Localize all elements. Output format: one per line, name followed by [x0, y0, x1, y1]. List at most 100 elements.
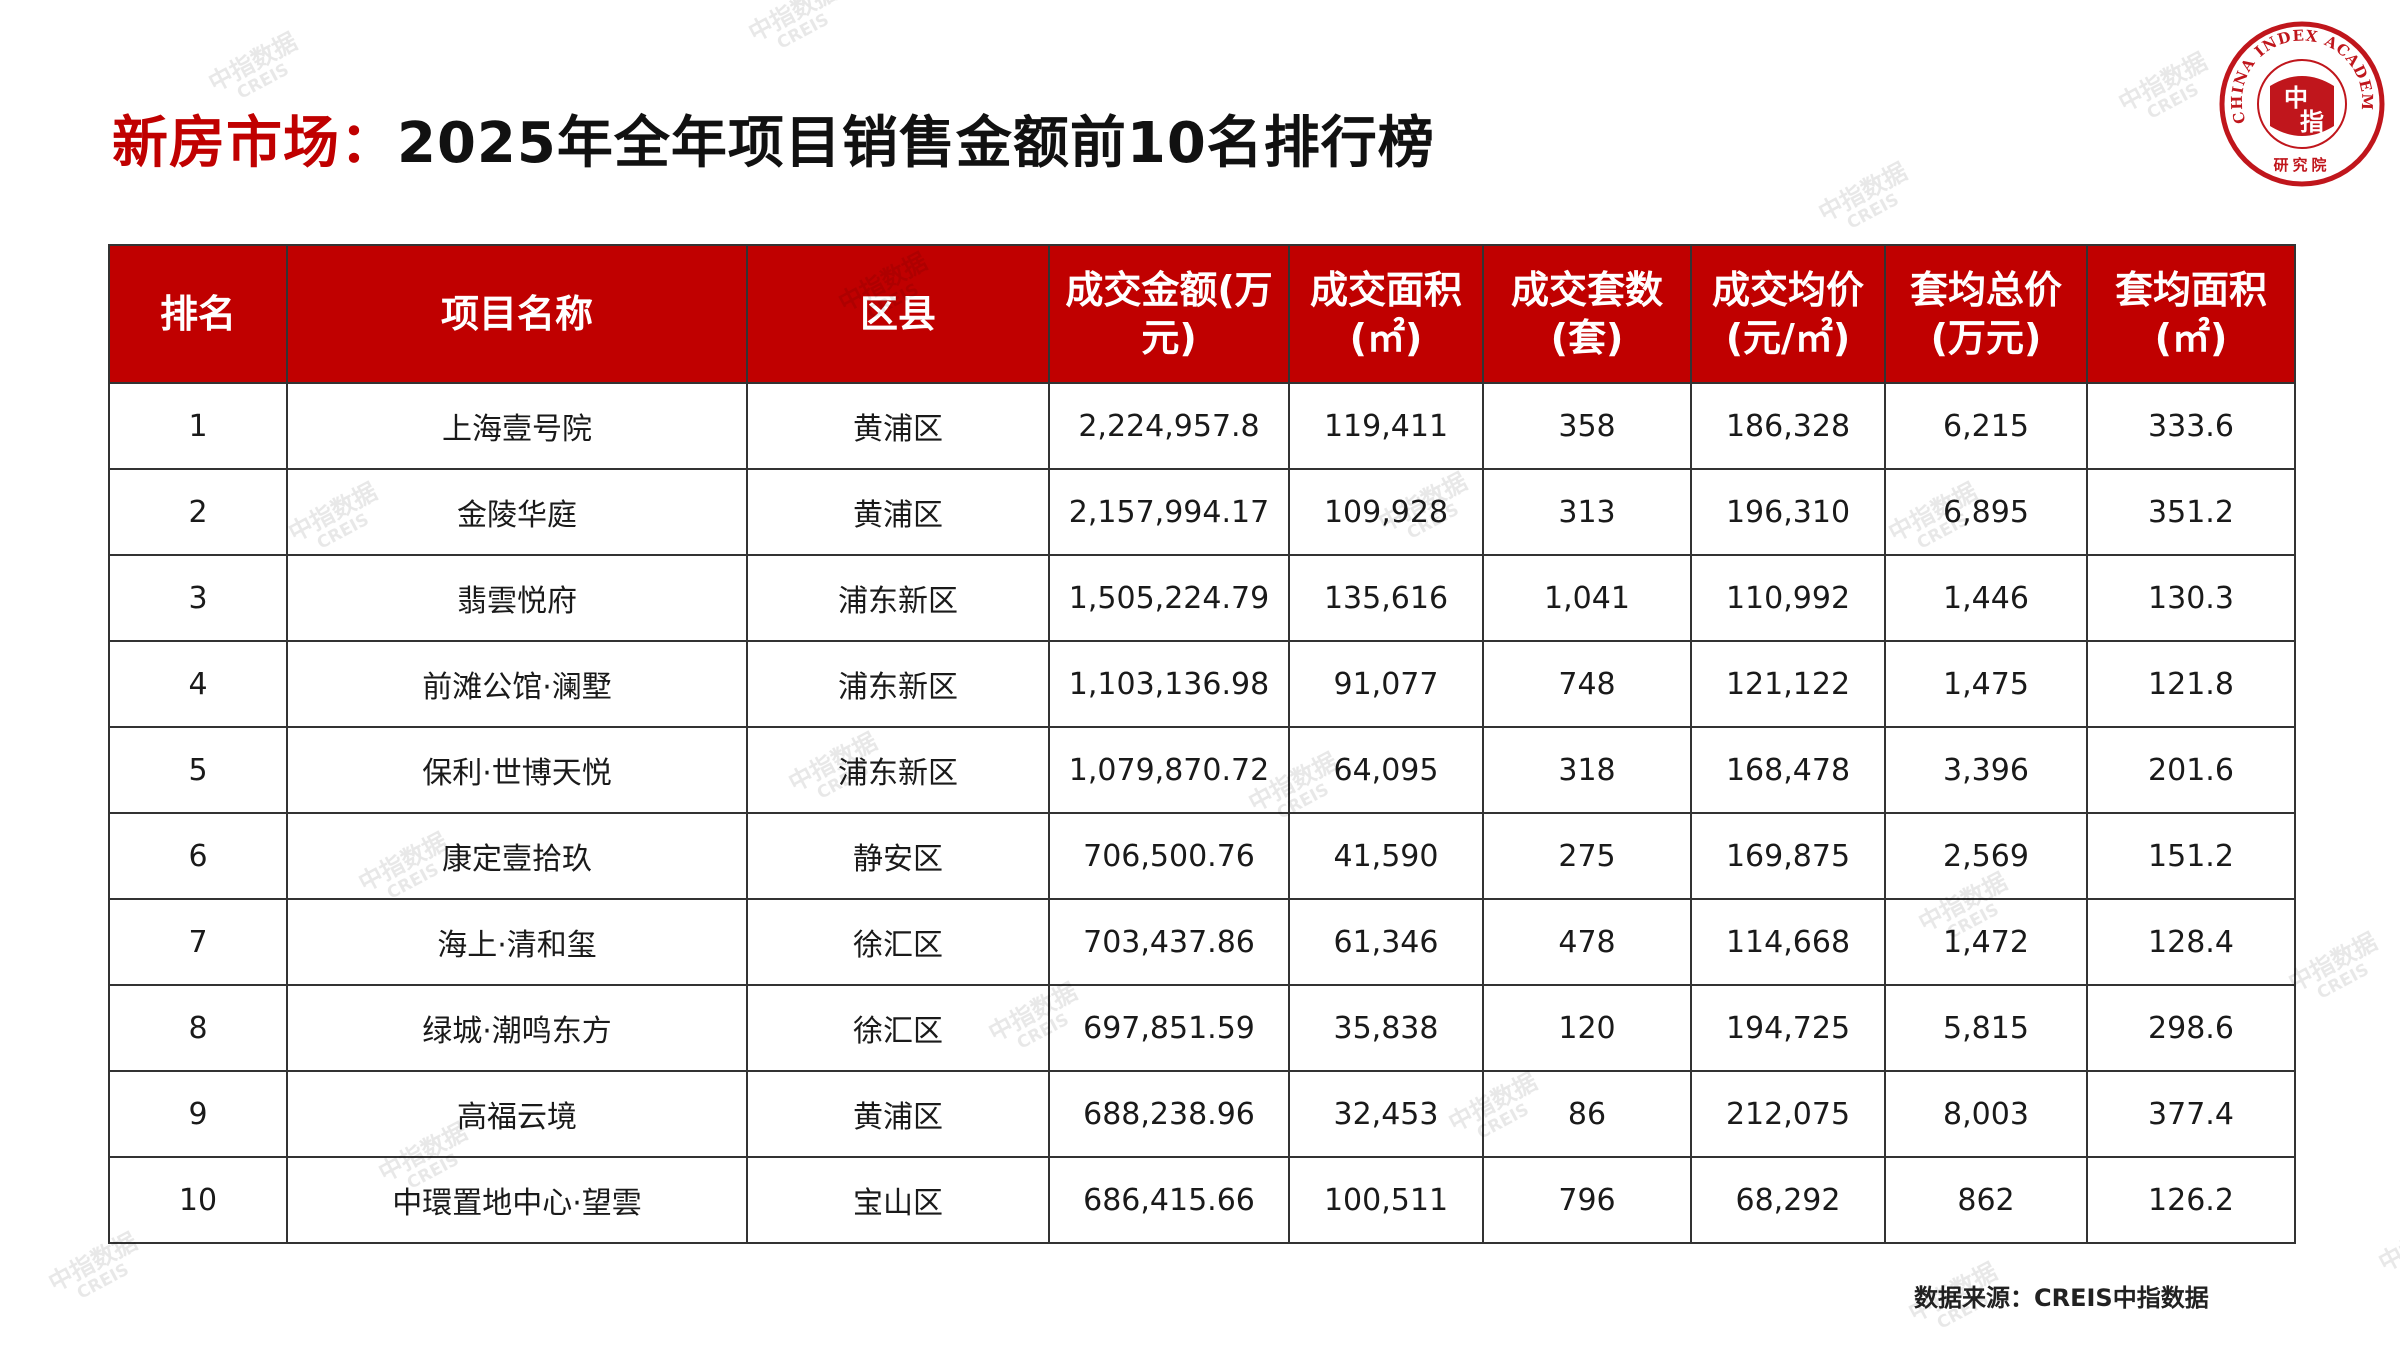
- header-line: 项目名称: [440, 292, 593, 336]
- header-line: 元): [1141, 316, 1197, 360]
- cell-deal-units: 1,041: [1482, 554, 1692, 642]
- cell-deal-area: 135,616: [1288, 554, 1484, 642]
- cell-avg-unit-area: 333.6: [2086, 382, 2296, 470]
- svg-text:中: 中: [2284, 84, 2308, 112]
- cell-avg-total-price: 2,569: [1884, 812, 2088, 900]
- cell-avg-price: 110,992: [1690, 554, 1886, 642]
- header-line: (㎡): [2154, 316, 2228, 360]
- header-avg-price: 成交均价 (元/㎡): [1690, 244, 1886, 384]
- header-line: 成交套数: [1510, 268, 1663, 312]
- cell-deal-units: 748: [1482, 640, 1692, 728]
- table-row: 6 康定壹拾玖 静安区 706,500.76 41,590 275 169,875 2,569…: [108, 812, 2296, 900]
- cell-avg-total-price: 1,475: [1884, 640, 2088, 728]
- cell-district: 静安区: [746, 812, 1050, 900]
- cell-deal-area: 64,095: [1288, 726, 1484, 814]
- cell-avg-price: 168,478: [1690, 726, 1886, 814]
- header-line: 成交面积: [1309, 268, 1462, 312]
- table-row: 4 前滩公馆·澜墅 浦东新区 1,103,136.98 91,077 748 121,122…: [108, 640, 2296, 728]
- cell-deal-amount: 686,415.66: [1048, 1156, 1290, 1244]
- cell-avg-total-price: 6,215: [1884, 382, 2088, 470]
- table-row: 10 中環置地中心·望雲 宝山区 686,415.66 100,511 796 68,292…: [108, 1156, 2296, 1244]
- cell-deal-area: 32,453: [1288, 1070, 1484, 1158]
- cell-avg-unit-area: 151.2: [2086, 812, 2296, 900]
- cell-deal-area: 35,838: [1288, 984, 1484, 1072]
- cell-project-name: 上海壹号院: [286, 382, 748, 470]
- cell-avg-total-price: 6,895: [1884, 468, 2088, 556]
- header-line: (万元): [1930, 316, 2042, 360]
- cell-avg-price: 186,328: [1690, 382, 1886, 470]
- title-prefix: 新房市场：: [112, 111, 397, 176]
- cell-rank: 5: [108, 726, 288, 814]
- cell-deal-units: 796: [1482, 1156, 1692, 1244]
- header-district: 区县: [746, 244, 1050, 384]
- cell-project-name: 保利·世博天悦: [286, 726, 748, 814]
- table-row: 7 海上·清和玺 徐汇区 703,437.86 61,346 478 114,668 1,47…: [108, 898, 2296, 986]
- header-line: 套均总价: [1909, 268, 2062, 312]
- table-row: 5 保利·世博天悦 浦东新区 1,079,870.72 64,095 318 168,478…: [108, 726, 2296, 814]
- cell-rank: 9: [108, 1070, 288, 1158]
- cell-deal-amount: 2,224,957.8: [1048, 382, 1290, 470]
- cell-project-name: 金陵华庭: [286, 468, 748, 556]
- cell-deal-amount: 1,505,224.79: [1048, 554, 1290, 642]
- cell-avg-total-price: 8,003: [1884, 1070, 2088, 1158]
- cell-rank: 1: [108, 382, 288, 470]
- cell-avg-unit-area: 121.8: [2086, 640, 2296, 728]
- cell-avg-total-price: 862: [1884, 1156, 2088, 1244]
- cell-project-name: 康定壹拾玖: [286, 812, 748, 900]
- header-line: (㎡): [1349, 316, 1423, 360]
- title-main: 2025年全年项目销售金额前10名排行榜: [397, 111, 1435, 176]
- cell-district: 徐汇区: [746, 984, 1050, 1072]
- cell-avg-price: 68,292: [1690, 1156, 1886, 1244]
- cell-district: 宝山区: [746, 1156, 1050, 1244]
- header-line: (元/㎡): [1725, 316, 1851, 360]
- header-avg-total-price: 套均总价 (万元): [1884, 244, 2088, 384]
- header-deal-area: 成交面积 (㎡): [1288, 244, 1484, 384]
- table-row: 9 高福云境 黄浦区 688,238.96 32,453 86 212,075 8,003 37…: [108, 1070, 2296, 1158]
- cell-avg-price: 196,310: [1690, 468, 1886, 556]
- cell-rank: 3: [108, 554, 288, 642]
- cell-avg-unit-area: 128.4: [2086, 898, 2296, 986]
- cell-deal-area: 109,928: [1288, 468, 1484, 556]
- cell-deal-area: 61,346: [1288, 898, 1484, 986]
- cell-deal-units: 478: [1482, 898, 1692, 986]
- table-row: 3 翡雲悦府 浦东新区 1,505,224.79 135,616 1,041 110,992…: [108, 554, 2296, 642]
- cell-project-name: 中環置地中心·望雲: [286, 1156, 748, 1244]
- cell-deal-area: 100,511: [1288, 1156, 1484, 1244]
- table-body: 1 上海壹号院 黄浦区 2,224,957.8 119,411 358 186,328 6,2…: [108, 382, 2296, 1244]
- cell-avg-total-price: 5,815: [1884, 984, 2088, 1072]
- cell-avg-unit-area: 298.6: [2086, 984, 2296, 1072]
- header-line: (套): [1550, 316, 1624, 360]
- cell-avg-price: 169,875: [1690, 812, 1886, 900]
- cell-rank: 2: [108, 468, 288, 556]
- cell-deal-area: 91,077: [1288, 640, 1484, 728]
- cell-avg-unit-area: 351.2: [2086, 468, 2296, 556]
- cell-deal-units: 358: [1482, 382, 1692, 470]
- cell-avg-unit-area: 377.4: [2086, 1070, 2296, 1158]
- cell-deal-area: 41,590: [1288, 812, 1484, 900]
- cell-district: 浦东新区: [746, 726, 1050, 814]
- cell-rank: 4: [108, 640, 288, 728]
- cell-project-name: 高福云境: [286, 1070, 748, 1158]
- table-header-row: 排名 项目名称 区县 成交金额(万 元) 成交面积 (㎡) 成交套数 (套) 成交均价 (元/㎡) 套…: [108, 244, 2296, 384]
- cell-avg-total-price: 3,396: [1884, 726, 2088, 814]
- header-project-name: 项目名称: [286, 244, 748, 384]
- cell-deal-amount: 2,157,994.17: [1048, 468, 1290, 556]
- cell-deal-units: 120: [1482, 984, 1692, 1072]
- header-line: 套均面积: [2114, 268, 2267, 312]
- cell-deal-units: 86: [1482, 1070, 1692, 1158]
- cell-deal-area: 119,411: [1288, 382, 1484, 470]
- header-avg-unit-area: 套均面积 (㎡): [2086, 244, 2296, 384]
- cell-avg-price: 121,122: [1690, 640, 1886, 728]
- table-row: 2 金陵华庭 黄浦区 2,157,994.17 109,928 313 196,310 6,8…: [108, 468, 2296, 556]
- cell-avg-total-price: 1,472: [1884, 898, 2088, 986]
- cell-avg-total-price: 1,446: [1884, 554, 2088, 642]
- cell-avg-unit-area: 130.3: [2086, 554, 2296, 642]
- cell-project-name: 翡雲悦府: [286, 554, 748, 642]
- cell-district: 黄浦区: [746, 468, 1050, 556]
- cell-avg-price: 212,075: [1690, 1070, 1886, 1158]
